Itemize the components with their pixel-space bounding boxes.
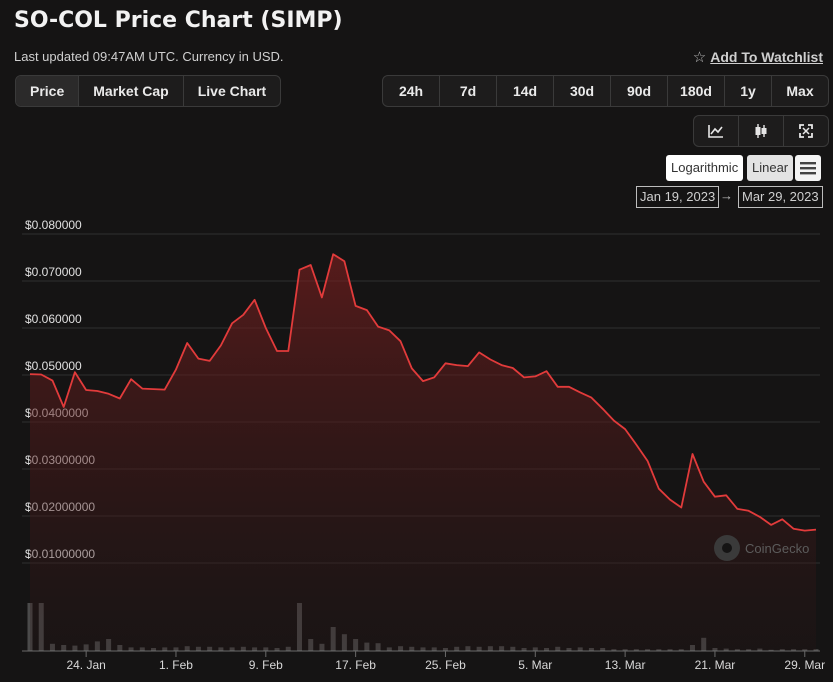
last-updated-text: Last updated 09:47AM UTC. Currency in US… [14,49,284,64]
coingecko-logo-eye [722,543,732,553]
y-tick-label: $0.080000 [25,218,82,232]
chart-menu-button[interactable] [795,155,821,181]
range-90d-button[interactable]: 90d [611,76,668,106]
candlestick-icon [755,124,767,138]
line-chart-button[interactable] [694,116,739,146]
time-range-selector: 24h 7d 14d 30d 90d 180d 1y Max [382,75,829,107]
tab-live-chart[interactable]: Live Chart [197,83,267,99]
x-tick-label: 1. Feb [159,658,193,672]
date-from-input[interactable]: Jan 19, 2023 [636,186,720,208]
hamburger-menu-icon [800,162,816,175]
range-24h-button[interactable]: 24h [383,76,440,106]
y-tick-label: $0.050000 [25,359,82,373]
volume-bar [779,649,785,651]
watchlist-label: Add To Watchlist [710,49,823,65]
range-max-button[interactable]: Max [786,83,814,99]
x-tick-label: 17. Feb [335,658,376,672]
price-line [29,253,817,532]
coingecko-watermark: CoinGecko [714,535,809,561]
y-tick-label: $0.060000 [25,312,82,326]
volume-bar [813,649,819,651]
watermark-text: CoinGecko [745,541,809,556]
range-1y-button[interactable]: 1y [725,76,772,106]
date-range-arrow: → [720,188,733,203]
linear-scale-button[interactable]: Linear [747,155,794,181]
x-tick-label: 5. Mar [518,658,552,672]
range-30d-button[interactable]: 30d [554,76,611,106]
chart-mode-buttons [693,115,829,147]
x-tick-label: 25. Feb [425,658,466,672]
line-chart-icon [708,125,723,138]
volume-bar [645,649,651,651]
x-tick-label: 13. Mar [605,658,646,672]
volume-bar [633,649,639,651]
fullscreen-button[interactable] [784,116,828,146]
logarithmic-scale-button[interactable]: Logarithmic [666,155,744,181]
add-to-watchlist-link[interactable]: ☆ Add To Watchlist [693,48,823,66]
x-tick-label: 21. Mar [695,658,736,672]
x-axis-labels: 24. Jan 1. Feb 9. Feb 17. Feb 25. Feb 5. Mar 1… [66,651,825,672]
volume-bar [622,649,628,651]
range-180d-button[interactable]: 180d [668,76,725,106]
x-tick-label: 29. Mar [784,658,825,672]
tab-price[interactable]: Price [16,76,80,106]
x-tick-label: 24. Jan [66,658,105,672]
volume-bar [611,649,617,651]
volume-bar [678,649,684,651]
volume-bar [802,649,808,651]
page-title: SO-COL Price Chart (SIMP) [14,8,343,33]
star-icon: ☆ [692,49,707,66]
volume-bar [746,649,752,651]
x-tick-label: 9. Feb [249,658,283,672]
volume-bar [667,649,673,651]
candlestick-button[interactable] [739,116,784,146]
price-area-fill [30,254,816,650]
range-7d-button[interactable]: 7d [440,76,497,106]
tab-market-cap[interactable]: Market Cap [79,76,184,106]
volume-bar [791,649,797,651]
y-tick-label: $0.070000 [25,265,82,279]
chart-type-tabs: Price Market Cap Live Chart [15,75,282,107]
date-to-input[interactable]: Mar 29, 2023 [738,186,823,208]
volume-bar [768,649,774,651]
fullscreen-icon [799,124,813,138]
volume-bar [656,649,662,651]
volume-bar [734,649,740,651]
range-14d-button[interactable]: 14d [497,76,554,106]
